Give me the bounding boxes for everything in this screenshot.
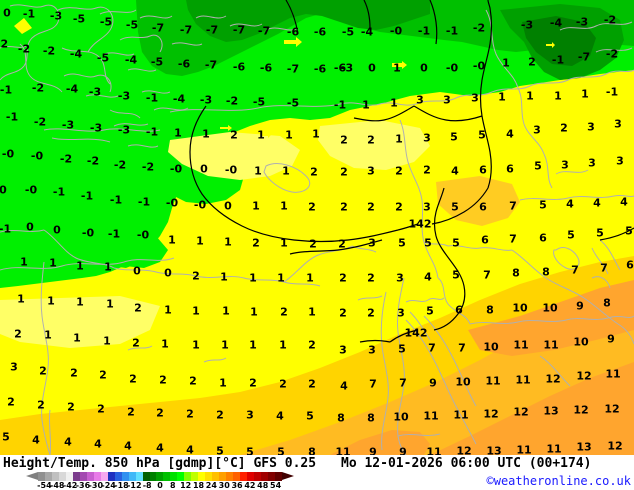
scale-swatch	[156, 472, 164, 481]
scale-tick-label: 12	[180, 481, 192, 490]
map-graphic	[0, 0, 634, 455]
temp-band-orange-lobe-2	[330, 430, 430, 455]
scale-tick-label: -12	[127, 481, 142, 490]
temp-band-yellow-light	[168, 132, 300, 180]
scale-swatch	[128, 472, 136, 481]
scale-swatch	[44, 472, 52, 481]
copyright-credit[interactable]: ©weatheronline.co.uk	[486, 474, 632, 488]
temp-band-yellow-light-3	[0, 296, 160, 348]
scale-swatch	[240, 472, 248, 481]
scale-swatch	[191, 472, 199, 481]
scale-tick-label: -54	[37, 481, 52, 490]
scale-swatch	[226, 472, 234, 481]
scale-tick-label: 54	[270, 481, 282, 490]
forecast-map[interactable]: 0 -1 -3 -5 -5 -5 -7 -7 -7 -7 -7 -6 -6 -5 -4 -0 -1 -1 -2 -3-…	[0, 0, 634, 455]
scale-swatch	[247, 472, 255, 481]
scale-tick-label: 42	[244, 481, 256, 490]
scale-swatches	[38, 472, 282, 481]
scale-swatch	[163, 472, 171, 481]
product-title: Height/Temp. 850 hPa [gdmp][°C] GFS 0.25	[3, 456, 317, 471]
scale-swatch	[254, 472, 261, 481]
scale-swatch	[51, 472, 59, 481]
scale-swatch	[267, 472, 275, 481]
scale-over-cap	[282, 472, 294, 480]
scale-under-cap	[26, 472, 38, 480]
scale-tick-label: 36	[231, 481, 243, 490]
scale-swatch	[72, 472, 80, 481]
scale-swatch	[205, 472, 213, 481]
scale-swatch	[107, 472, 115, 481]
scale-tick-label: -18	[114, 481, 129, 490]
scale-tick-label: 8	[170, 481, 176, 490]
scale-swatch	[177, 472, 185, 481]
scale-tick-label: 18	[192, 481, 205, 490]
scale-tick-label: 0	[157, 481, 163, 490]
scale-swatch	[79, 472, 87, 481]
scale-swatch	[184, 472, 192, 481]
scale-swatch	[212, 472, 220, 481]
scale-swatch	[93, 472, 101, 481]
scale-tick-label: -42	[62, 481, 78, 490]
scale-swatch	[114, 472, 122, 481]
coastline-layer	[0, 4, 634, 455]
scale-swatch	[233, 472, 241, 481]
temp-band-green-bright	[0, 0, 634, 288]
scale-swatch	[121, 472, 129, 481]
scale-tick-label: -36	[75, 481, 91, 490]
scale-tick-label: 30	[218, 481, 230, 490]
scale-tick-label: 48	[257, 481, 269, 490]
scale-swatch	[100, 472, 108, 481]
scale-swatch	[38, 472, 45, 481]
scale-tick-label: 24	[205, 481, 217, 490]
height-contour-label: 142	[404, 326, 428, 340]
scale-tick-label: -24	[101, 481, 116, 490]
scale-swatch	[86, 472, 94, 481]
scale-swatch	[65, 472, 73, 481]
temp-band-orange	[430, 362, 634, 455]
scale-tick-label: -30	[88, 481, 104, 490]
scale-swatch	[135, 472, 143, 481]
temp-band-green-deeper-ne	[522, 16, 596, 66]
scale-swatch	[58, 472, 66, 481]
scale-swatch	[170, 472, 178, 481]
scale-swatch	[142, 472, 150, 481]
scale-tick-labels: -54 -48 -42 -36 -30 -24 -18 -12 -8 0 8 12 18 24 30 36 42…	[37, 481, 282, 490]
temp-band-green-deep	[186, 0, 430, 42]
scale-swatch	[261, 472, 268, 481]
scale-swatch	[219, 472, 227, 481]
temperature-color-scale[interactable]: -54 -48 -42 -36 -30 -24 -18 -12 -8 0 8 12 18 24 30 36 42…	[26, 472, 294, 490]
map-footer: Height/Temp. 850 hPa [gdmp][°C] GFS 0.25…	[0, 455, 634, 490]
scale-tick-label: -48	[50, 481, 65, 490]
scale-swatch	[149, 472, 157, 481]
temp-band-orange-lobe	[468, 280, 634, 356]
map-marker-layer	[14, 18, 555, 138]
temp-band-green-wedge	[56, 218, 160, 268]
height-contour-layer	[189, 0, 634, 343]
temp-band-yellow-light-2	[318, 120, 430, 170]
scale-swatch	[274, 472, 282, 481]
scale-swatch	[198, 472, 206, 481]
height-contour-label: 142	[408, 217, 432, 231]
model-run-datetime: Mo 12-01-2026 06:00 UTC (00+174)	[341, 456, 592, 471]
scale-tick-label: -8	[142, 481, 152, 490]
